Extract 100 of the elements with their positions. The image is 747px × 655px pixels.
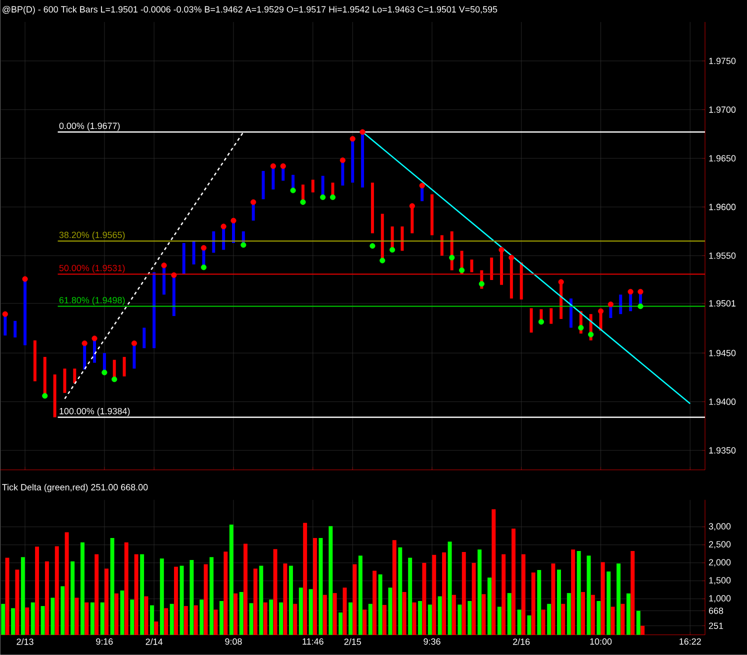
ref-line-label: 38.20% (1.9565) bbox=[59, 232, 125, 240]
bar bbox=[616, 564, 621, 635]
y-tick-label: 1.9501 bbox=[709, 300, 736, 307]
point bbox=[380, 258, 386, 264]
bar bbox=[619, 294, 622, 314]
bar bbox=[507, 593, 512, 635]
ref-line-label: 100.00% (1.9384) bbox=[60, 408, 130, 416]
bar bbox=[63, 368, 66, 394]
bar bbox=[152, 272, 156, 348]
bar bbox=[520, 262, 523, 300]
bar bbox=[428, 604, 432, 635]
y-tick-label: 2,000 bbox=[708, 559, 731, 567]
bar bbox=[192, 241, 196, 265]
point bbox=[459, 268, 465, 274]
bar bbox=[53, 374, 56, 418]
bar bbox=[50, 598, 55, 635]
bar bbox=[122, 357, 126, 376]
point bbox=[2, 311, 8, 317]
point bbox=[409, 203, 415, 209]
bar bbox=[130, 600, 134, 635]
bar bbox=[370, 182, 374, 234]
point bbox=[240, 242, 246, 248]
bar bbox=[636, 610, 640, 635]
y-tick-label: 251 bbox=[708, 622, 724, 630]
bar bbox=[11, 608, 15, 635]
bar bbox=[180, 566, 184, 635]
bar bbox=[438, 596, 442, 635]
point bbox=[608, 302, 614, 308]
bar bbox=[557, 570, 561, 635]
bar bbox=[80, 542, 84, 635]
x-tick-label: 2/16 bbox=[513, 638, 530, 646]
bar bbox=[488, 578, 492, 635]
chart-title: Tick Delta (green,red) 251.00 668.00 bbox=[2, 484, 148, 492]
point bbox=[112, 376, 118, 382]
bar bbox=[200, 600, 204, 635]
y-tick-label: 1.9550 bbox=[709, 252, 736, 259]
point bbox=[161, 262, 167, 268]
y-tick-label: 668 bbox=[708, 608, 724, 614]
bar bbox=[338, 612, 343, 635]
bar bbox=[586, 556, 591, 635]
bar bbox=[537, 570, 542, 635]
bar bbox=[182, 243, 186, 274]
bar bbox=[60, 586, 65, 635]
bar bbox=[596, 601, 601, 635]
point bbox=[330, 194, 336, 200]
point bbox=[290, 188, 296, 194]
point bbox=[280, 163, 286, 169]
point bbox=[498, 247, 504, 253]
bar bbox=[142, 328, 146, 348]
bar bbox=[468, 601, 472, 635]
bar bbox=[458, 604, 462, 635]
bar bbox=[358, 556, 362, 635]
point bbox=[300, 199, 306, 206]
bar bbox=[140, 554, 144, 635]
bar bbox=[570, 298, 572, 328]
bar bbox=[470, 260, 474, 272]
y-tick-label: 1,000 bbox=[709, 595, 731, 603]
x-tick-label: 9:08 bbox=[225, 638, 242, 645]
point bbox=[578, 325, 584, 331]
bar bbox=[530, 308, 533, 333]
x-tick-label: 11:46 bbox=[302, 638, 324, 645]
point bbox=[449, 254, 455, 261]
point bbox=[42, 393, 48, 399]
x-tick-label: 2/15 bbox=[344, 638, 361, 646]
bar bbox=[219, 601, 224, 635]
bar bbox=[408, 558, 412, 635]
bar bbox=[90, 602, 94, 635]
bar bbox=[14, 320, 17, 338]
bar bbox=[418, 601, 422, 635]
ref-line-label: 0.00% (1.9677) bbox=[59, 122, 120, 131]
bar bbox=[239, 592, 244, 635]
y-tick-label: 1.9700 bbox=[709, 106, 736, 113]
bar bbox=[490, 258, 494, 280]
point bbox=[131, 340, 138, 346]
x-tick-label: 2/14 bbox=[146, 638, 163, 646]
bar bbox=[73, 368, 76, 384]
bar bbox=[160, 558, 164, 635]
bar bbox=[388, 588, 392, 635]
bar bbox=[150, 605, 154, 635]
point bbox=[370, 243, 376, 249]
bar bbox=[33, 340, 36, 382]
point bbox=[538, 319, 544, 325]
point bbox=[638, 288, 644, 295]
bar bbox=[259, 566, 264, 635]
y-tick-label: 1.9650 bbox=[709, 155, 736, 162]
point bbox=[250, 199, 256, 206]
bar bbox=[1, 604, 6, 635]
chart-title: @BP(D) - 600 Tick Bars L=1.9501 -0.0006 -0.03% B=1.9462 A=1.9529 O=1.9517 Hi=1.9542 Lo=1.9463 C=1.9501 V=50,595 bbox=[2, 6, 498, 14]
bar bbox=[606, 572, 611, 635]
point bbox=[628, 288, 634, 295]
bar bbox=[190, 560, 194, 635]
point bbox=[558, 279, 564, 285]
bar bbox=[448, 542, 452, 635]
bar bbox=[279, 602, 284, 635]
point bbox=[270, 163, 276, 169]
bar bbox=[30, 602, 35, 635]
bar bbox=[212, 231, 216, 253]
point bbox=[419, 182, 425, 188]
y-tick-label: 1.9400 bbox=[709, 398, 736, 405]
point bbox=[230, 218, 236, 224]
